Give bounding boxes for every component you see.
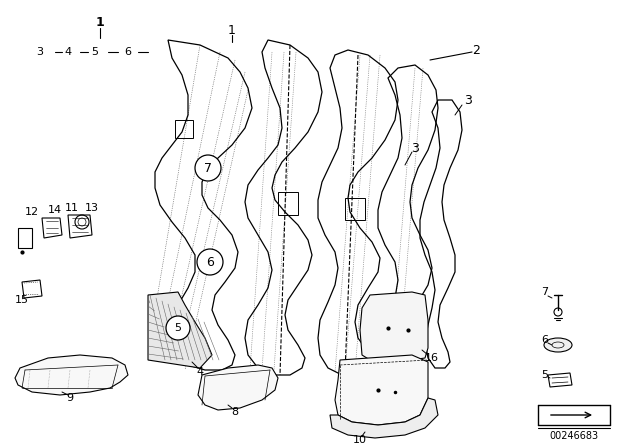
Text: 1: 1 (95, 16, 104, 29)
Text: 6: 6 (206, 255, 214, 268)
Text: 4: 4 (65, 47, 72, 57)
Circle shape (197, 249, 223, 275)
Text: 7: 7 (541, 287, 548, 297)
Text: 11: 11 (65, 203, 79, 213)
Text: 5: 5 (92, 47, 99, 57)
Text: 3: 3 (411, 142, 419, 155)
Text: 1: 1 (228, 23, 236, 36)
Text: 13: 13 (85, 203, 99, 213)
Polygon shape (360, 292, 428, 362)
Circle shape (554, 308, 562, 316)
Polygon shape (148, 292, 212, 368)
Text: 8: 8 (232, 407, 239, 417)
Text: 5: 5 (175, 323, 182, 333)
Polygon shape (198, 365, 278, 410)
Polygon shape (330, 398, 438, 438)
Polygon shape (15, 355, 128, 395)
Text: 12: 12 (25, 207, 39, 217)
Text: 5: 5 (541, 370, 548, 380)
Text: 2: 2 (472, 43, 480, 56)
Text: 7: 7 (204, 161, 212, 175)
Circle shape (166, 316, 190, 340)
Text: 6: 6 (125, 47, 131, 57)
Text: 14: 14 (48, 205, 62, 215)
Text: 9: 9 (67, 393, 74, 403)
Circle shape (195, 155, 221, 181)
Text: 10: 10 (353, 435, 367, 445)
Text: 3: 3 (464, 94, 472, 107)
Text: 00246683: 00246683 (549, 431, 598, 441)
Polygon shape (335, 355, 428, 425)
Ellipse shape (544, 338, 572, 352)
Text: 16: 16 (425, 353, 439, 363)
Text: 4: 4 (196, 367, 204, 377)
Text: 6: 6 (541, 335, 548, 345)
Text: 15: 15 (15, 295, 29, 305)
Text: 3: 3 (36, 47, 44, 57)
